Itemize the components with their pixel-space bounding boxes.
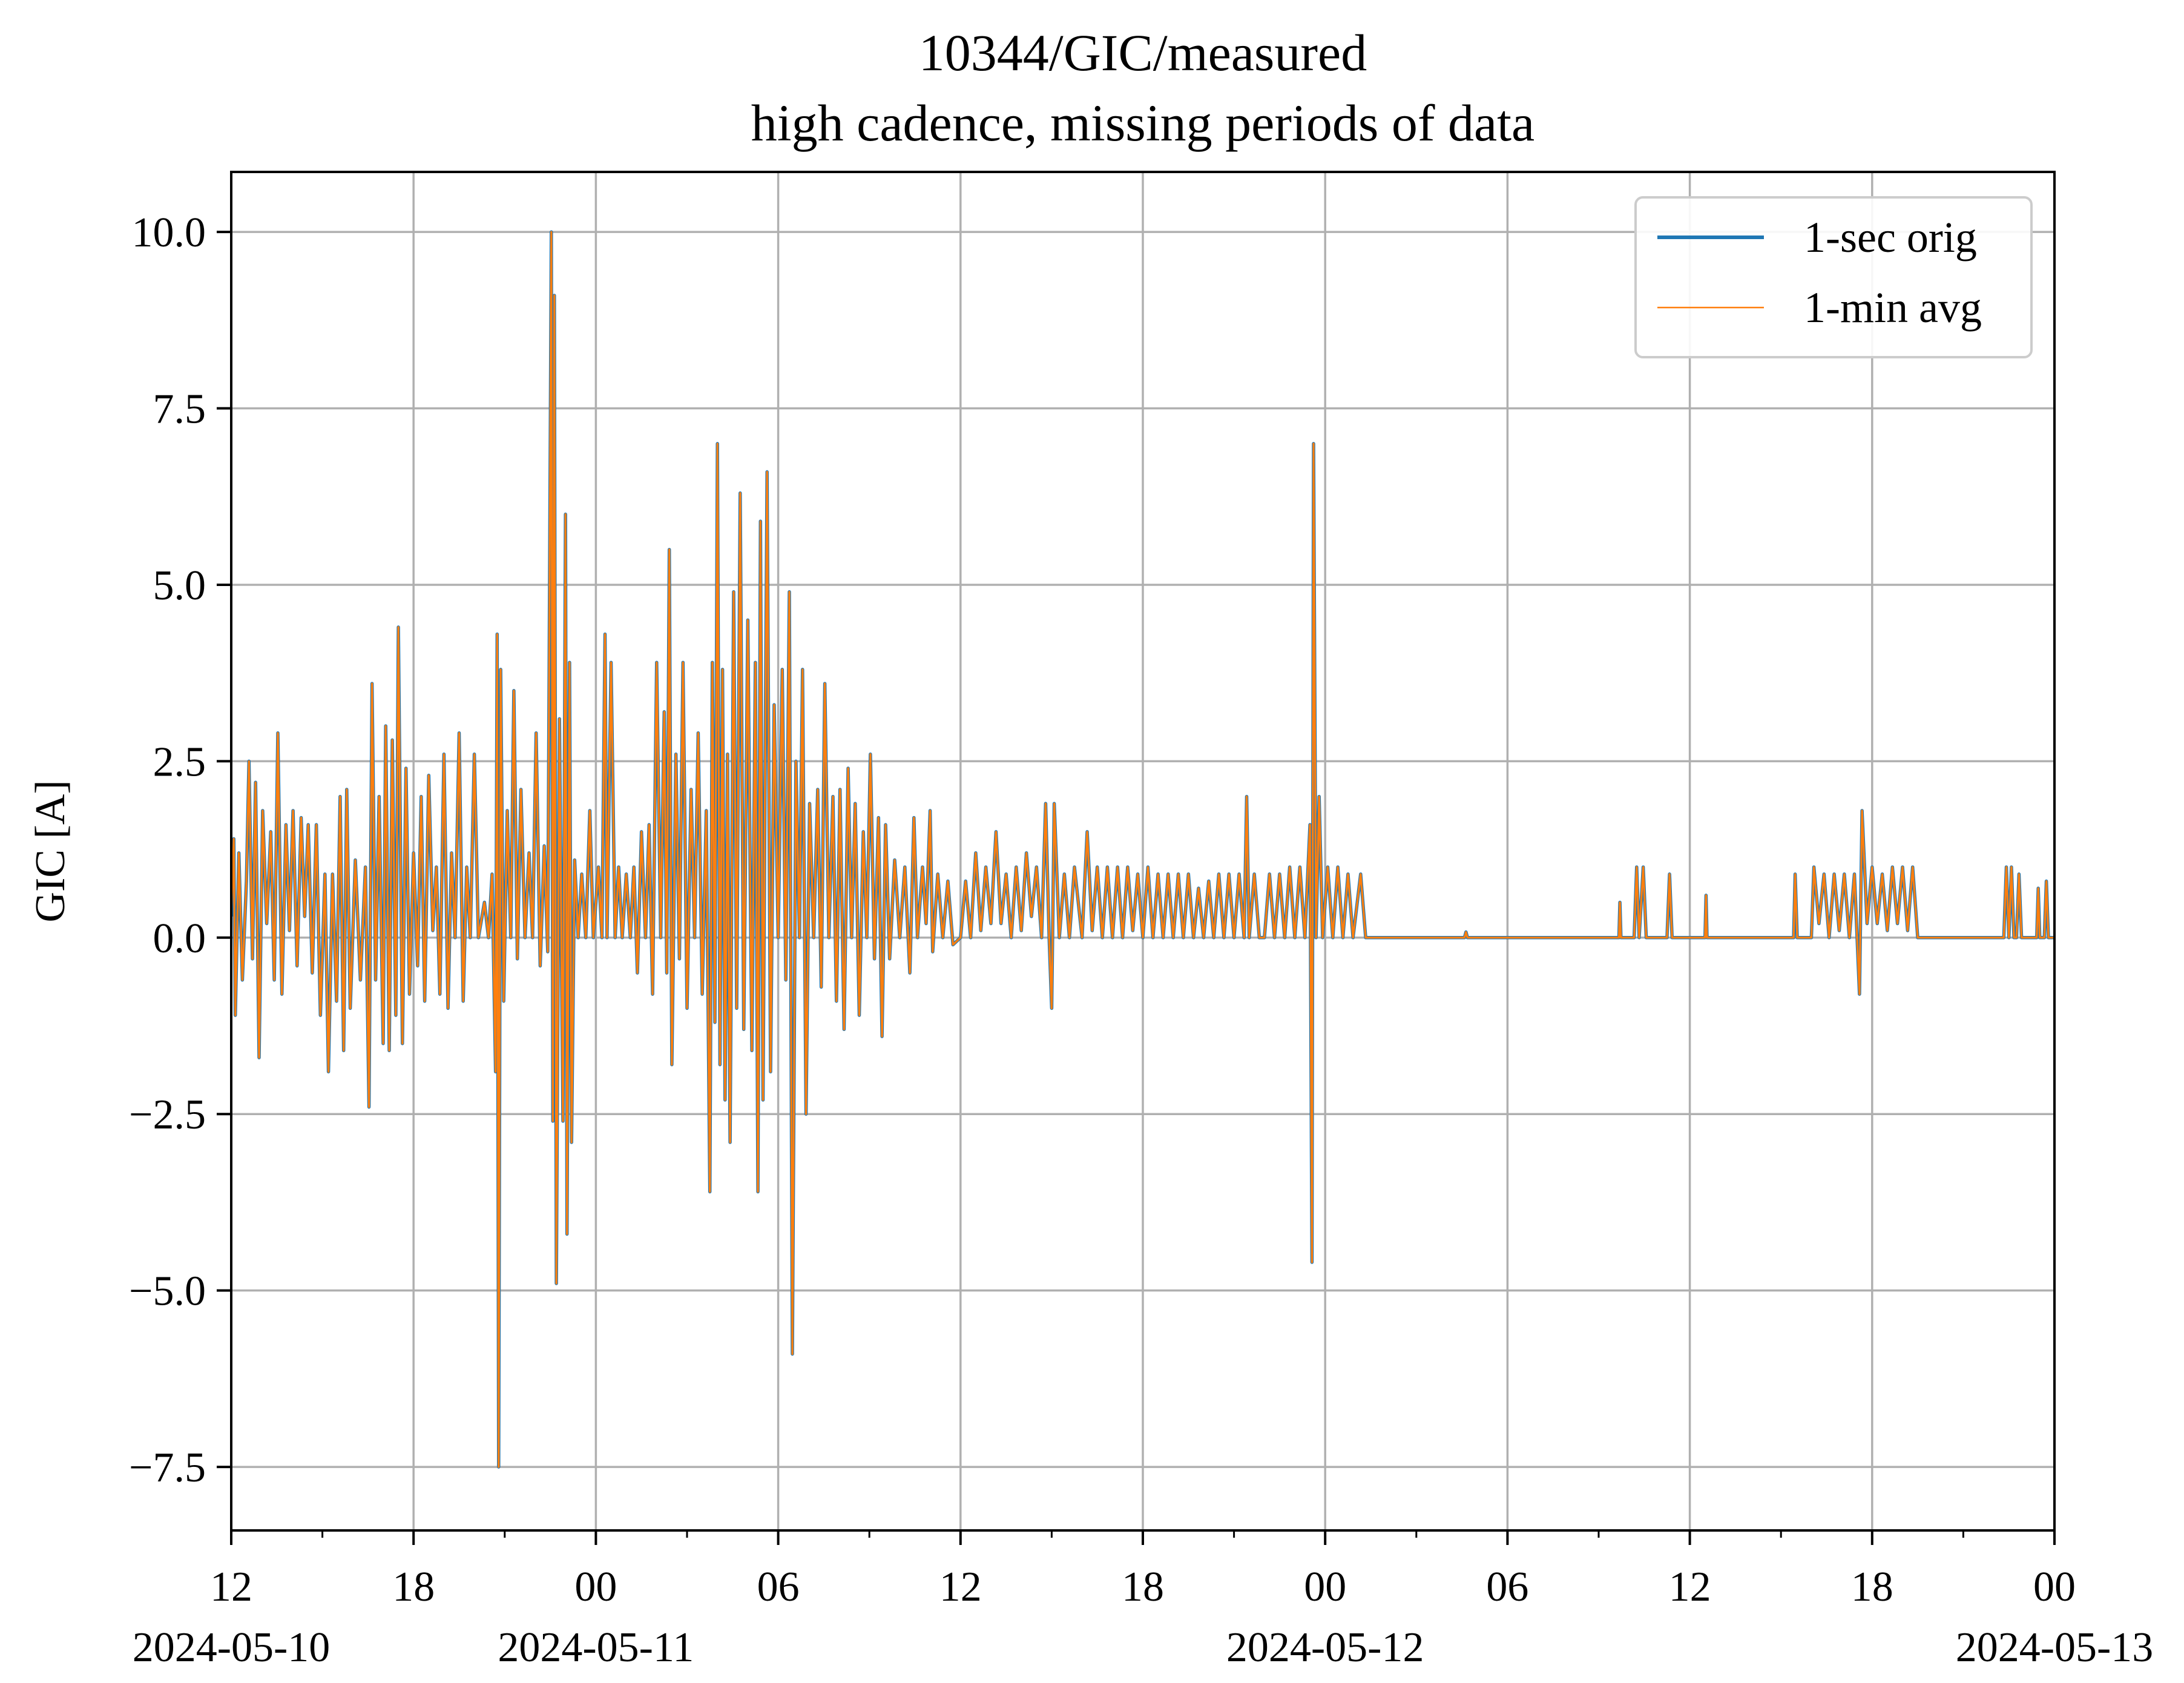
- y-tick-label: −5.0: [129, 1268, 206, 1315]
- y-tick-label: 7.5: [153, 386, 206, 433]
- y-tick-label: 0.0: [153, 915, 206, 962]
- y-tick-label: −7.5: [129, 1444, 206, 1491]
- x-tick-label: 18: [392, 1564, 435, 1610]
- x-tick-label: 12: [1669, 1564, 1711, 1610]
- chart-title: 10344/GIC/measured: [919, 24, 1367, 82]
- x-tick-date-label: 2024-05-12: [1226, 1624, 1424, 1671]
- x-tick-label: 18: [1851, 1564, 1893, 1610]
- x-tick-label: 06: [1486, 1564, 1528, 1610]
- x-tick-date-label: 2024-05-13: [1956, 1624, 2154, 1671]
- x-tick-label: 12: [210, 1564, 252, 1610]
- y-tick-label: −2.5: [129, 1092, 206, 1138]
- y-axis-label: GIC [A]: [27, 780, 74, 922]
- x-tick-label: 12: [939, 1564, 982, 1610]
- x-tick-date-label: 2024-05-10: [133, 1624, 331, 1671]
- y-tick-label: 10.0: [132, 209, 206, 256]
- chart-subtitle: high cadence, missing periods of data: [751, 94, 1534, 152]
- x-tick-label: 06: [757, 1564, 800, 1610]
- legend: 1-sec orig 1-min avg: [1634, 196, 2033, 358]
- x-tick-label: 00: [2033, 1564, 2076, 1610]
- y-tick-label: 2.5: [153, 739, 206, 785]
- legend-label-1-sec-orig: 1-sec orig: [1804, 213, 1977, 262]
- axis-ticks: 12 2024-05-10 18 00 2024-05-11 06 12 18 00 2024-0…: [129, 209, 2153, 1671]
- legend-label-1-min-avg: 1-min avg: [1804, 283, 1982, 332]
- x-tick-date-label: 2024-05-11: [498, 1624, 694, 1671]
- y-tick-label: 5.0: [153, 562, 206, 609]
- x-tick-label: 00: [1304, 1564, 1346, 1610]
- plot-area: [231, 230, 2054, 1469]
- series-line-1-min-avg: [231, 231, 2054, 1468]
- x-tick-label: 00: [574, 1564, 617, 1610]
- x-tick-label: 18: [1122, 1564, 1164, 1610]
